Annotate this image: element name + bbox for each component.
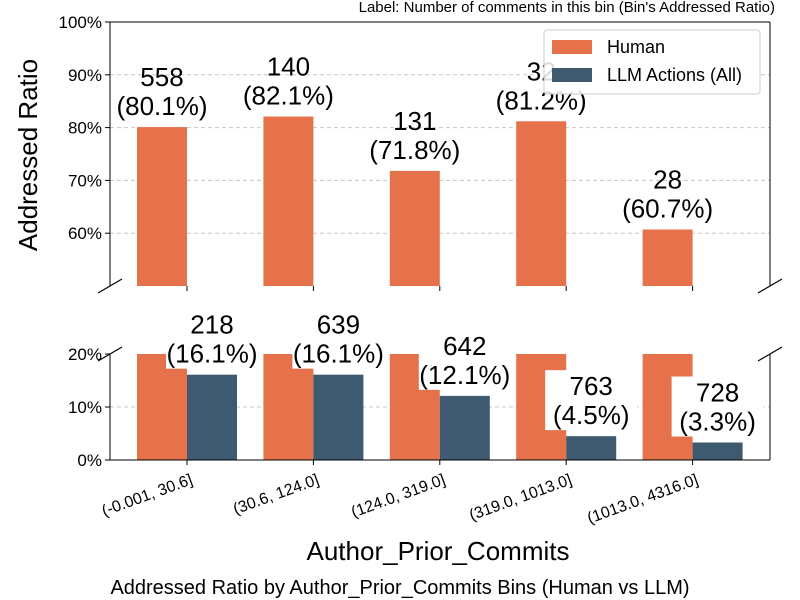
axis-break-mark <box>97 278 123 294</box>
llm-label-background <box>166 308 258 369</box>
axis-break-mark <box>757 278 783 294</box>
top-gridlines <box>110 74 770 234</box>
llm-bar <box>566 436 617 460</box>
llm-bar <box>439 395 490 460</box>
llm-bar <box>692 442 743 460</box>
axis-break-mark <box>757 346 783 362</box>
human-count-label: 28 <box>653 165 682 195</box>
llm-pct-label: (4.5%) <box>553 400 630 430</box>
human-pct-label: (80.1%) <box>116 91 207 121</box>
top-ytick-label: 60% <box>68 224 102 243</box>
human-bar-top <box>389 170 440 286</box>
legend-swatch <box>552 68 592 82</box>
x-axis-label: Author_Prior_Commits <box>307 536 570 566</box>
human-count-label: 558 <box>140 62 183 92</box>
bottom-ytick-label: 10% <box>68 398 102 417</box>
llm-label-background <box>671 376 764 437</box>
llm-count-label: 218 <box>190 310 233 340</box>
human-count-label: 140 <box>267 52 310 82</box>
xtick-label: (-0.001, 30.6] <box>100 472 195 521</box>
top-ytick-label: 100% <box>59 13 102 32</box>
human-bar-top <box>642 229 693 286</box>
bottom-ytick-label: 0% <box>77 451 102 470</box>
legend-label: Human <box>607 37 665 57</box>
legend-box <box>543 29 761 95</box>
y-axis-label: Addressed Ratio <box>13 59 43 251</box>
xtick-label: (1013.0, 4316.0] <box>585 472 700 528</box>
llm-label-background <box>545 370 638 431</box>
human-bar-bottom <box>137 354 187 460</box>
llm-count-label: 642 <box>443 331 486 361</box>
human-bar-top <box>263 116 314 287</box>
xtick-label: (124.0, 319.0] <box>349 472 448 522</box>
human-pct-label: (82.1%) <box>243 81 334 111</box>
llm-count-label: 763 <box>570 371 613 401</box>
chart-title: Addressed Ratio by Author_Prior_Commits … <box>110 577 689 599</box>
llm-bar <box>313 374 364 460</box>
llm-count-label: 639 <box>317 310 360 340</box>
human-pct-label: (60.7%) <box>622 194 713 224</box>
llm-bar <box>187 374 237 460</box>
llm-label-background <box>292 308 385 369</box>
llm-pct-label: (16.1%) <box>293 339 384 369</box>
legend-label: LLM Actions (All) <box>607 65 742 85</box>
llm-pct-label: (12.1%) <box>419 360 510 390</box>
top-ytick-label: 70% <box>68 171 102 190</box>
top-ytick-label: 80% <box>68 119 102 138</box>
legend-swatch <box>552 40 592 54</box>
llm-pct-label: (3.3%) <box>679 407 756 437</box>
xtick-label: (30.6, 124.0] <box>231 472 321 519</box>
human-pct-label: (71.8%) <box>369 135 460 165</box>
xtick-label: (319.0, 1013.0] <box>467 472 574 525</box>
llm-label-background <box>418 329 511 390</box>
top-ytick-label: 90% <box>68 66 102 85</box>
human-bar-bottom <box>263 354 314 460</box>
chart-note: Label: Number of comments in this bin (B… <box>359 0 775 16</box>
human-count-label: 131 <box>393 106 436 136</box>
human-bar-top <box>137 127 187 287</box>
legend: Human LLM Actions (All) <box>543 29 761 95</box>
llm-pct-label: (16.1%) <box>166 339 257 369</box>
llm-count-label: 728 <box>696 378 739 408</box>
human-bar-top <box>516 121 567 286</box>
bottom-ytick-label: 20% <box>68 345 102 364</box>
